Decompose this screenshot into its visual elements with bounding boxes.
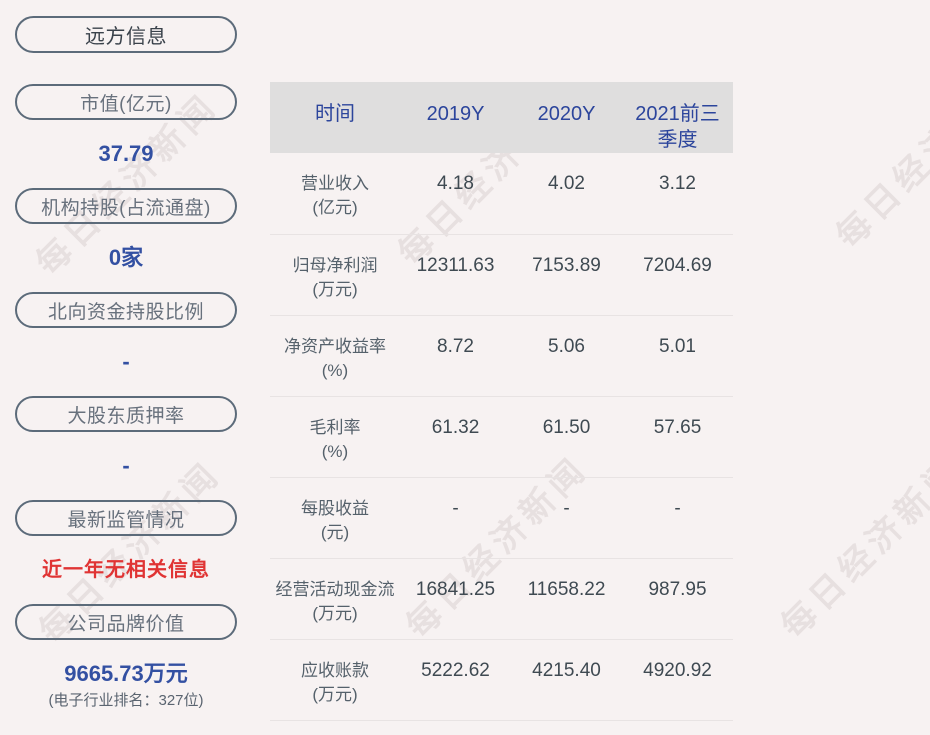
row-label: 毛利率 [309,417,361,437]
company-name: 远方信息 [85,26,167,48]
stat-value: - [122,453,130,478]
stat-block: 最新监管情况 近一年无相关信息 [15,500,237,604]
stat-label: 大股东质押率 [67,405,185,427]
row-label: 每股收益 [301,498,369,518]
row-value-cell: 7204.69 [622,234,733,316]
row-label: 应收账款 [301,660,369,680]
stat-label-pill: 大股东质押率 [15,396,237,432]
row-value-cell: 8.72 [400,315,511,397]
stat-block: 北向资金持股比例 - [15,292,237,396]
watermark-text: 每日经济新闻 [774,449,930,646]
table-row: 归母净利润 (万元) 12311.63 7153.89 7204.69 [270,234,733,316]
company-name-pill: 远方信息 [15,16,237,53]
stat-label: 最新监管情况 [67,509,185,531]
row-value-cell: 61.32 [400,396,511,478]
table-header-2020: 2020Y [511,82,622,153]
row-unit: (%) [321,360,349,380]
stat-label: 市值(亿元) [80,93,172,115]
row-unit: (万元) [312,684,358,704]
stat-value: - [122,349,130,374]
row-label-cell: 毛利率 (%) [270,396,400,478]
row-value-cell: 7153.89 [511,234,622,316]
stat-block: 机构持股(占流通盘) 0家 [15,188,237,292]
row-unit: (%) [321,441,349,461]
table-header-2019: 2019Y [400,82,511,153]
table-header-row: 时间 2019Y 2020Y 2021前三季度 [270,82,733,153]
row-value-cell: 4215.40 [511,639,622,721]
row-unit: (万元) [312,603,358,623]
row-label: 经营活动现金流 [275,579,395,599]
row-unit: (元) [320,522,350,542]
row-label-cell: 经营活动现金流 (万元) [270,558,400,640]
row-label-cell: 每股收益 (元) [270,477,400,559]
stat-label-pill: 机构持股(占流通盘) [15,188,237,224]
table-row: 毛利率 (%) 61.32 61.50 57.65 [270,396,733,478]
stat-value: 9665.73万元 [64,660,188,686]
stat-block: 大股东质押率 - [15,396,237,500]
stat-label: 公司品牌价值 [67,613,185,635]
table-row: 净资产收益率 (%) 8.72 5.06 5.01 [270,315,733,397]
stat-block: 公司品牌价值 9665.73万元 (电子行业排名：327位) [15,604,237,730]
row-value-cell: 5222.62 [400,639,511,721]
stat-label: 北向资金持股比例 [47,301,204,323]
row-value-cell: - [400,477,511,559]
watermark-text: 每日经济新闻 [829,59,930,256]
row-label: 营业收入 [301,174,369,193]
row-value-cell: 4920.92 [622,639,733,721]
row-value-cell: - [622,477,733,559]
financial-table: 时间 2019Y 2020Y 2021前三季度 营业收入 (亿元) 4.18 4… [270,82,733,721]
stat-value: 0家 [108,245,144,270]
stat-value-zone: 近一年无相关信息 [15,536,237,604]
table-row: 营业收入 (亿元) 4.18 4.02 3.12 [270,153,733,235]
row-value-cell: 4.18 [400,153,511,235]
row-value-cell: 57.65 [622,396,733,478]
stat-value: 37.79 [98,141,154,166]
row-label-cell: 应收账款 (万元) [270,639,400,721]
row-label: 净资产收益率 [284,336,386,356]
company-stats-sidebar: 远方信息 市值(亿元) 37.79 机构持股(占流通盘) 0家 北向资金持股比例… [15,16,237,730]
row-label-cell: 归母净利润 (万元) [270,234,400,316]
table-row: 经营活动现金流 (万元) 16841.25 11658.22 987.95 [270,558,733,640]
row-value-cell: 5.01 [622,315,733,397]
stat-label: 机构持股(占流通盘) [41,197,211,219]
stat-sub-value: (电子行业排名：327位) [48,691,204,709]
row-unit: (万元) [312,279,358,299]
row-value-cell: 987.95 [622,558,733,640]
row-label: 归母净利润 [292,255,378,275]
row-label-cell: 营业收入 (亿元) [270,153,400,235]
stat-value: 近一年无相关信息 [42,559,210,581]
row-value-cell: 3.12 [622,153,733,235]
row-value-cell: 12311.63 [400,234,511,316]
stat-value-zone: - [15,328,237,396]
row-value-cell: 5.06 [511,315,622,397]
stat-value-zone: 0家 [15,224,237,292]
row-value-cell: 61.50 [511,396,622,478]
row-label-cell: 净资产收益率 (%) [270,315,400,397]
table-header-time: 时间 [270,82,400,153]
stat-label-pill: 北向资金持股比例 [15,292,237,328]
stat-block: 市值(亿元) 37.79 [15,84,237,188]
row-unit: (亿元) [312,198,358,217]
stat-value-zone: 9665.73万元 (电子行业排名：327位) [15,640,237,730]
row-value-cell: 16841.25 [400,558,511,640]
row-value-cell: - [511,477,622,559]
row-value-cell: 11658.22 [511,558,622,640]
table-row: 每股收益 (元) - - - [270,477,733,559]
stat-value-zone: 37.79 [15,120,237,188]
table-header-2021q3: 2021前三季度 [622,82,733,153]
stat-value-zone: - [15,432,237,500]
table-row: 应收账款 (万元) 5222.62 4215.40 4920.92 [270,639,733,721]
stat-label-pill: 公司品牌价值 [15,604,237,640]
row-value-cell: 4.02 [511,153,622,235]
stat-label-pill: 市值(亿元) [15,84,237,120]
sidebar-stats: 市值(亿元) 37.79 机构持股(占流通盘) 0家 北向资金持股比例 - 大股… [15,84,237,730]
stat-label-pill: 最新监管情况 [15,500,237,536]
